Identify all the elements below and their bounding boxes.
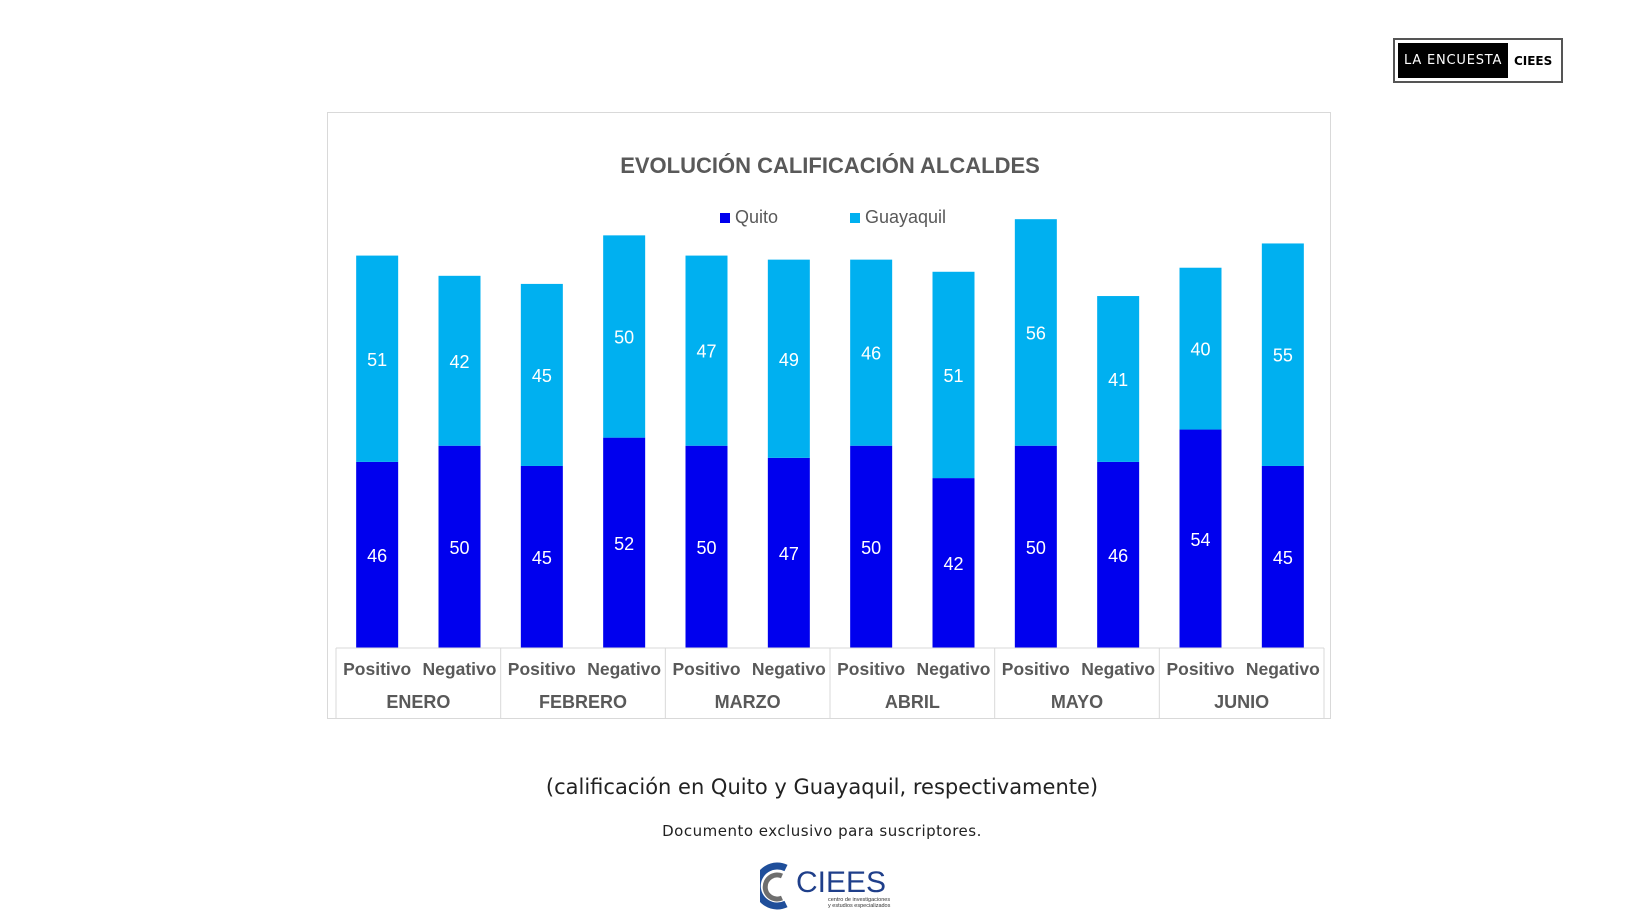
chart-title: EVOLUCIÓN CALIFICACIÓN ALCALDES: [620, 153, 1040, 178]
category-label-7: Negativo: [917, 659, 991, 679]
brand-badge-left: LA ENCUESTA: [1398, 43, 1509, 78]
category-label-5: Negativo: [752, 659, 826, 679]
data-label-quito-10: 54: [1190, 530, 1210, 550]
stacked-bar-chart: EVOLUCIÓN CALIFICACIÓN ALCALDES Quito Guay…: [335, 153, 1325, 719]
data-label-quito-8: 50: [1026, 538, 1046, 558]
data-label-guayaquil-8: 56: [1026, 323, 1046, 343]
data-label-quito-1: 50: [449, 538, 469, 558]
data-label-quito-11: 45: [1273, 548, 1293, 568]
logo-wordmark: CIEES: [796, 866, 886, 899]
bar-guayaquil-1: [438, 275, 481, 446]
category-label-10: Positivo: [1166, 659, 1234, 679]
data-label-guayaquil-11: 55: [1273, 346, 1293, 366]
bar-quito-6: [850, 445, 893, 648]
legend-label-guayaquil: Guayaquil: [865, 207, 946, 227]
group-label-4: MAYO: [1051, 692, 1103, 712]
group-label-0: ENERO: [386, 692, 450, 712]
data-label-quito-3: 52: [614, 534, 634, 554]
bar-quito-1: [438, 445, 481, 648]
brand-badge: LA ENCUESTA CIEES: [1393, 38, 1563, 83]
category-label-0: Positivo: [343, 659, 411, 679]
bar-guayaquil-6: [850, 259, 893, 446]
bar-guayaquil-4: [685, 255, 728, 446]
bar-guayaquil-10: [1179, 267, 1222, 430]
bar-guayaquil-7: [932, 271, 975, 479]
bar-guayaquil-5: [767, 259, 810, 458]
legend-swatch-quito: [720, 213, 730, 223]
category-label-8: Positivo: [1002, 659, 1070, 679]
bar-guayaquil-8: [1014, 219, 1057, 446]
group-label-1: FEBRERO: [539, 692, 627, 712]
subscriber-note: Documento exclusivo para suscriptores.: [662, 822, 982, 840]
data-label-guayaquil-4: 47: [696, 342, 716, 362]
data-label-guayaquil-0: 51: [367, 350, 387, 370]
logo-tagline-2: y estudios especializados: [828, 903, 891, 909]
bar-guayaquil-2: [520, 283, 563, 466]
category-label-9: Negativo: [1081, 659, 1155, 679]
bar-quito-0: [356, 461, 399, 648]
bar-guayaquil-3: [603, 235, 646, 438]
data-label-guayaquil-1: 42: [449, 352, 469, 372]
bar-quito-3: [603, 437, 646, 648]
data-label-quito-2: 45: [532, 548, 552, 568]
bar-quito-8: [1014, 445, 1057, 648]
data-label-guayaquil-6: 46: [861, 344, 881, 364]
bar-guayaquil-9: [1097, 296, 1140, 462]
legend-swatch-guayaquil: [850, 213, 860, 223]
data-label-guayaquil-2: 45: [532, 366, 552, 386]
brand-badge-right: CIEES: [1513, 53, 1553, 68]
category-label-6: Positivo: [837, 659, 905, 679]
group-label-2: MARZO: [715, 692, 781, 712]
data-label-quito-9: 46: [1108, 546, 1128, 566]
data-label-quito-7: 42: [943, 554, 963, 574]
bar-quito-4: [685, 445, 728, 648]
bar-quito-9: [1097, 461, 1140, 648]
chart-caption: (calificación en Quito y Guayaquil, resp…: [545, 775, 1099, 799]
bar-quito-5: [767, 457, 810, 648]
legend-label-quito: Quito: [735, 207, 778, 227]
category-label-4: Positivo: [672, 659, 740, 679]
category-label-11: Negativo: [1246, 659, 1320, 679]
bar-guayaquil-0: [356, 255, 399, 462]
data-label-quito-4: 50: [696, 538, 716, 558]
data-label-guayaquil-9: 41: [1108, 370, 1128, 390]
category-label-2: Positivo: [508, 659, 576, 679]
logo-tagline-1: centro de investigaciones: [828, 897, 890, 903]
bar-quito-11: [1261, 465, 1304, 648]
data-label-quito-6: 50: [861, 538, 881, 558]
data-label-quito-5: 47: [779, 544, 799, 564]
bar-quito-10: [1179, 429, 1222, 648]
data-label-guayaquil-7: 51: [943, 366, 963, 386]
ciees-logo: CIEES centro de investigaciones y estudi…: [760, 862, 891, 910]
group-label-5: JUNIO: [1214, 692, 1269, 712]
data-label-guayaquil-5: 49: [779, 350, 799, 370]
chart-frame: EVOLUCIÓN CALIFICACIÓN ALCALDES Quito Guay…: [327, 112, 1331, 719]
bar-guayaquil-11: [1261, 243, 1304, 466]
logo-arc-outer-icon: [760, 862, 788, 910]
category-label-1: Negativo: [423, 659, 497, 679]
bar-quito-2: [520, 465, 563, 648]
logo-arc-inner-icon: [762, 872, 783, 902]
data-label-quito-0: 46: [367, 546, 387, 566]
group-label-3: ABRIL: [885, 692, 940, 712]
category-label-3: Negativo: [587, 659, 661, 679]
data-label-guayaquil-3: 50: [614, 328, 634, 348]
data-label-guayaquil-10: 40: [1190, 340, 1210, 360]
bar-quito-7: [932, 478, 975, 648]
